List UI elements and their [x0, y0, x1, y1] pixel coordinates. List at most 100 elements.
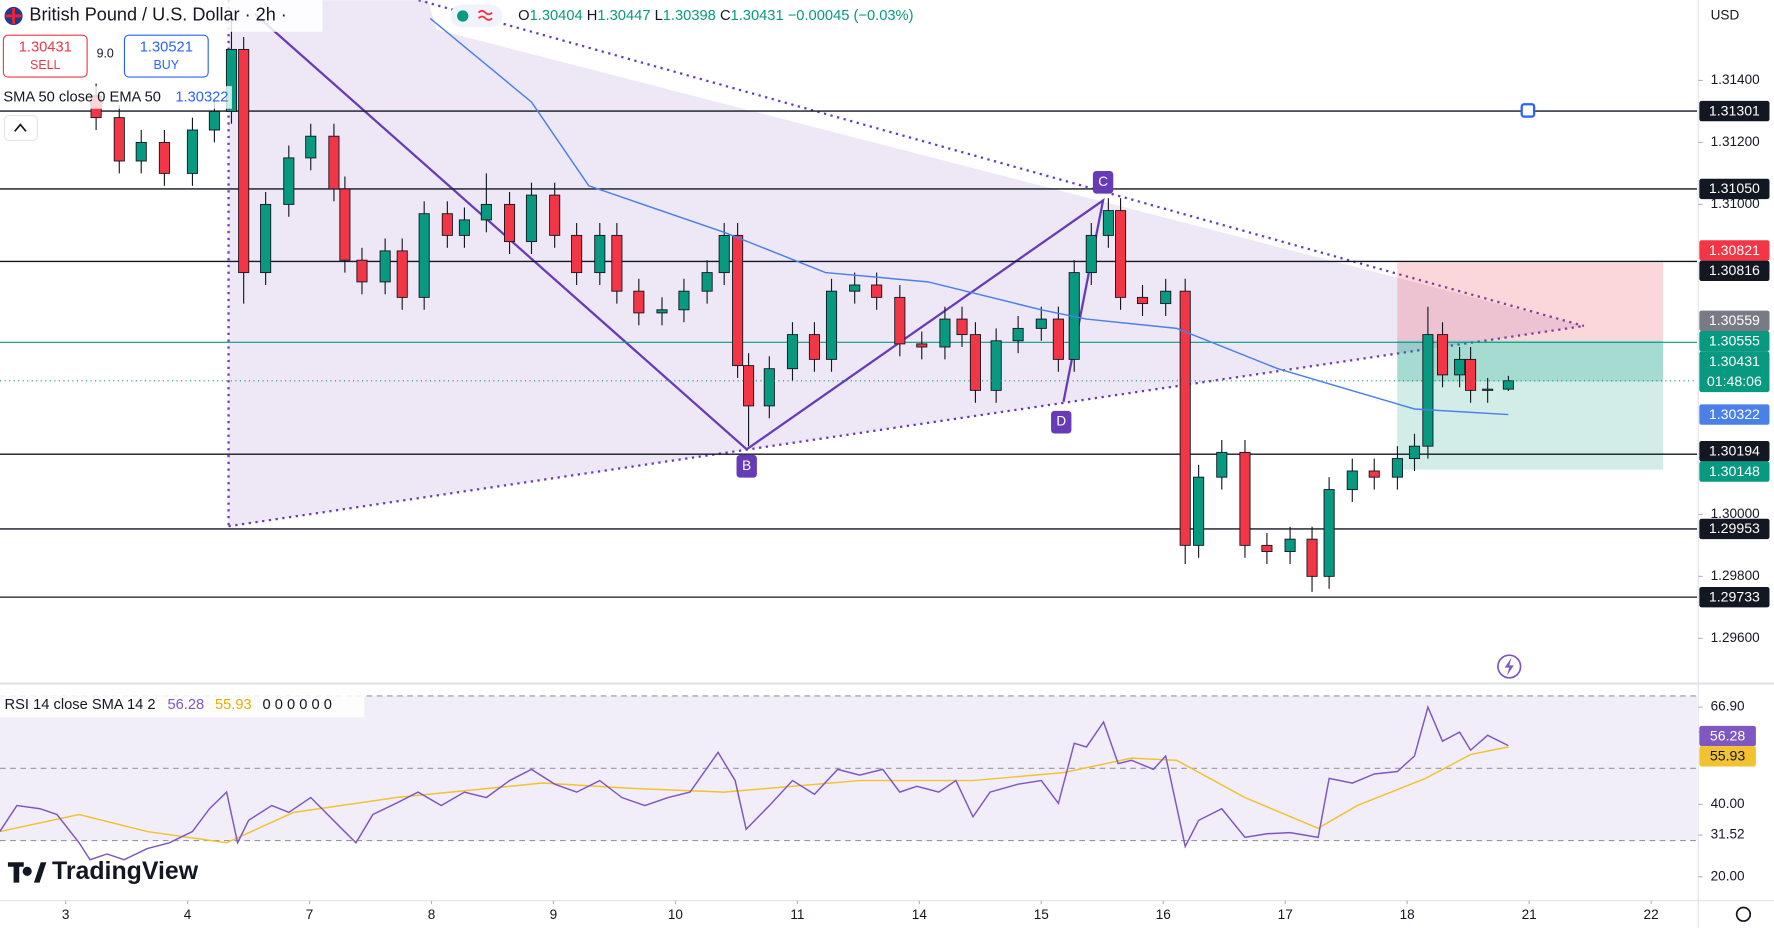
x-tick-label: 4: [184, 907, 192, 922]
x-tick-label: 14: [912, 907, 928, 922]
candle-body: [379, 250, 391, 283]
buy-box[interactable]: [123, 34, 209, 78]
axis-label: 1.30431: [1709, 353, 1760, 369]
candle-body: [571, 234, 583, 274]
axis-label: 1.31050: [1709, 180, 1760, 196]
x-tick-label: 9: [550, 907, 558, 922]
pattern-label: C: [1098, 174, 1108, 189]
triangle-fill: [228, 0, 1584, 527]
candle-body: [763, 368, 775, 407]
pattern-label: B: [742, 458, 751, 473]
candle-body: [186, 129, 198, 174]
sell-button[interactable]: 1.30431 SELL: [2, 34, 88, 78]
rsi-line: [0, 704, 1509, 861]
ohlc-value: 1.30398: [663, 8, 716, 24]
candle-body: [1422, 334, 1434, 447]
candle-body: [208, 110, 220, 131]
sma-line: [429, 17, 1509, 416]
y-tick-label: 1.29800: [1711, 568, 1760, 583]
axis-label-bg: [1699, 351, 1770, 393]
pattern-label-box: [1092, 170, 1114, 194]
candle-body: [1306, 538, 1318, 577]
x-tick-label: 8: [428, 907, 436, 922]
buy-price: 1.30521: [140, 40, 193, 56]
buy-label: BUY: [154, 58, 180, 72]
candle-body: [1482, 388, 1494, 391]
candle-body: [328, 135, 340, 190]
pattern-label-box: [736, 454, 757, 478]
candle-body: [611, 234, 623, 292]
axis-label-bg: [1699, 260, 1770, 282]
rsi-legend-flags: 0 0 0 0 0 0: [262, 697, 331, 713]
candle-body: [871, 284, 883, 298]
ohlc-change: −0.00045 (−0.03%): [788, 8, 914, 24]
settings-icon[interactable]: [1735, 906, 1752, 922]
axis-label-bg: [1699, 586, 1770, 608]
candle-body: [1035, 318, 1047, 329]
currency[interactable]: USD: [1711, 8, 1740, 23]
candle-body: [504, 203, 516, 243]
axis-label-bg: [1699, 310, 1770, 331]
candle-body: [135, 141, 147, 162]
y-tick-label: 1.30000: [1711, 506, 1760, 521]
candle-body: [894, 296, 906, 345]
y-tick-label: 1.31000: [1711, 196, 1760, 211]
rsi-pane: [0, 695, 1698, 861]
candle-body: [990, 340, 1002, 391]
candle-body: [786, 334, 799, 370]
axis-label: 1.30821: [1709, 242, 1760, 258]
pattern-label: D: [1056, 414, 1066, 429]
candle-body: [458, 219, 470, 236]
axis-label-bg: [1699, 746, 1756, 767]
axis-label: 1.31301: [1709, 102, 1760, 118]
candle-body: [158, 141, 170, 174]
spread: 9.0: [97, 47, 114, 61]
indicator-value: 1.30322: [175, 89, 228, 105]
buy-button[interactable]: 1.30521 BUY: [123, 34, 209, 78]
drawing-handle[interactable]: [1520, 103, 1536, 118]
x-tick-label: 3: [62, 907, 70, 922]
alert-icon[interactable]: [1497, 654, 1522, 679]
axis-label: 55.93: [1710, 748, 1745, 764]
stop-zone: [1397, 262, 1664, 341]
candle-body: [656, 309, 668, 314]
collapse-button[interactable]: [3, 114, 38, 141]
candle-body: [1160, 290, 1172, 305]
candle-body: [1323, 489, 1335, 577]
x-tick-label: 15: [1034, 907, 1049, 922]
sell-box[interactable]: [2, 34, 88, 78]
triangle-edge: [228, 324, 1585, 528]
data-delay-icon: [477, 9, 493, 21]
y-tick-label: 1.29600: [1711, 630, 1760, 645]
candle-body: [1454, 358, 1466, 376]
rsi-y-tick-label: 40.00: [1711, 796, 1745, 811]
axis-label-bg: [1699, 441, 1770, 462]
candle-body: [260, 203, 272, 274]
candle-body: [1391, 458, 1403, 478]
axis-label-bg: [1699, 404, 1770, 425]
candle-body: [1465, 358, 1477, 391]
symbol-flag-cross: [5, 8, 22, 24]
candle-body: [418, 213, 430, 298]
axis-label: 01:48:06: [1707, 373, 1762, 389]
candle-body: [1368, 470, 1380, 478]
candle-body: [808, 334, 820, 360]
x-tick-label: 16: [1156, 907, 1171, 922]
candle-body: [113, 117, 125, 162]
axis-label-bg: [1699, 461, 1770, 482]
brand-logo: [7, 862, 47, 883]
ohlc-value: 1.30404: [530, 8, 583, 24]
axis-label: 1.29953: [1709, 520, 1760, 536]
rsi-legend: RSI 14 close SMA 14 2: [5, 697, 156, 713]
axis-label-bg: [1699, 725, 1756, 747]
axis-label: 1.30555: [1709, 332, 1760, 348]
symbol-title: British Pound / U.S. Dollar · 2h ·: [29, 5, 286, 25]
collapse-icon: [14, 123, 27, 132]
candle-body: [939, 318, 951, 348]
axis-label: 56.28: [1710, 727, 1745, 743]
axis-label: 1.30148: [1709, 463, 1760, 479]
candle-body: [1193, 476, 1205, 546]
header-bg: [0, 0, 323, 32]
axis-label: 1.30194: [1709, 442, 1760, 458]
